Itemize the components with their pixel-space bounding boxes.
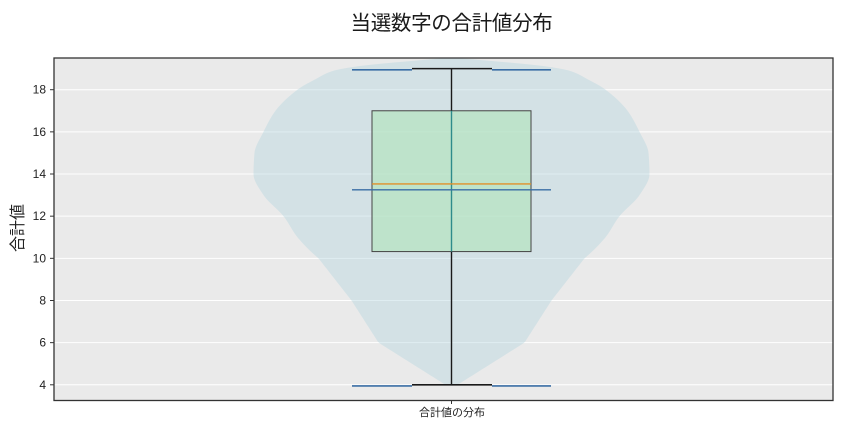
svg-text:18: 18	[33, 83, 47, 97]
svg-text:12: 12	[33, 209, 47, 223]
svg-text:10: 10	[33, 251, 47, 265]
svg-text:14: 14	[33, 167, 47, 181]
svg-text:6: 6	[39, 336, 46, 350]
svg-text:8: 8	[39, 293, 46, 307]
svg-text:16: 16	[33, 125, 47, 139]
svg-text:4: 4	[39, 378, 46, 392]
